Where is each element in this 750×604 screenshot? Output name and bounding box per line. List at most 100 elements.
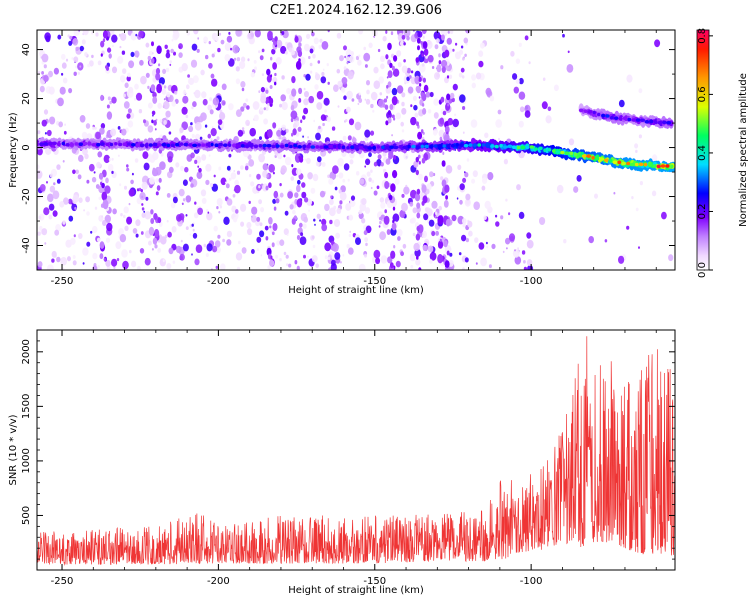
noise-blob: [185, 114, 189, 119]
noise-blob: [339, 191, 347, 201]
noise-blob: [514, 249, 516, 252]
noise-blob: [364, 207, 371, 214]
ridge-core-blob: [649, 119, 654, 124]
noise-blob: [313, 218, 316, 222]
noise-blob: [218, 210, 221, 214]
noise-blob: [347, 178, 350, 182]
noise-blob: [467, 220, 473, 228]
noise-blob: [68, 215, 74, 222]
noise-blob: [380, 63, 385, 70]
noise-blob: [185, 214, 188, 217]
noise-blob: [366, 171, 371, 177]
ridge-core-blob: [279, 144, 285, 149]
noise-blob: [378, 99, 385, 108]
noise-streak-blob: [291, 88, 297, 97]
noise-blob: [126, 216, 133, 225]
noise-blob: [368, 152, 372, 158]
noise-blob: [39, 184, 46, 192]
ridge-core-blob: [130, 143, 136, 147]
noise-blob: [135, 233, 139, 238]
noise-blob: [364, 98, 367, 101]
noise-blob: [256, 216, 261, 222]
noise-streak-blob: [436, 64, 442, 73]
ridge-core-blob: [494, 144, 499, 149]
noise-blob: [82, 30, 89, 36]
noise-blob: [152, 151, 159, 161]
noise-blob: [47, 30, 52, 33]
noise-blob: [235, 78, 241, 85]
noise-streak-blob: [446, 93, 451, 101]
noise-blob: [465, 30, 471, 34]
noise-streak-blob: [391, 222, 397, 231]
noise-blob: [196, 171, 203, 179]
noise-blob: [478, 50, 484, 57]
noise-blob: [417, 31, 423, 38]
noise-blob: [230, 172, 237, 180]
noise-blob: [426, 208, 433, 217]
ridge-core-blob: [618, 117, 623, 121]
noise-blob: [202, 98, 208, 106]
noise-blob: [410, 104, 413, 108]
noise-blob: [638, 246, 640, 249]
noise-blob: [208, 62, 213, 69]
noise-blob: [333, 84, 339, 92]
noise-blob: [46, 181, 48, 184]
ridge-core-blob: [65, 143, 70, 147]
noise-blob: [364, 64, 368, 68]
noise-blob: [315, 132, 321, 141]
noise-blob: [181, 202, 184, 206]
noise-blob: [431, 66, 435, 69]
noise-blob: [204, 124, 208, 128]
noise-blob: [37, 231, 41, 236]
noise-blob: [562, 33, 565, 38]
noise-blob: [368, 177, 372, 182]
noise-blob: [91, 31, 94, 35]
noise-streak-blob: [151, 41, 154, 47]
noise-blob: [457, 164, 462, 170]
noise-blob: [72, 194, 79, 203]
noise-blob: [495, 221, 500, 227]
noise-blob: [434, 215, 437, 218]
noise-blob: [38, 196, 41, 200]
noise-blob: [280, 45, 287, 54]
noise-blob: [321, 223, 328, 232]
noise-blob: [51, 250, 57, 258]
ridge-core-blob: [543, 148, 547, 153]
noise-blob: [661, 211, 667, 220]
noise-blob: [503, 158, 508, 165]
noise-blob: [460, 45, 464, 49]
noise-blob: [425, 91, 431, 98]
noise-blob: [208, 41, 211, 45]
noise-blob: [297, 126, 302, 132]
noise-blob: [321, 162, 326, 167]
noise-blob: [298, 42, 302, 47]
noise-blob: [107, 47, 112, 53]
noise-streak-blob: [106, 66, 109, 71]
noise-blob: [342, 254, 345, 257]
noise-blob: [258, 153, 265, 163]
noise-blob: [319, 190, 326, 198]
noise-blob: [604, 239, 608, 243]
ridge-core-blob: [139, 143, 145, 147]
ridge-core-blob: [639, 118, 646, 122]
noise-blob: [200, 189, 207, 197]
ridge-core-blob: [603, 158, 609, 163]
noise-blob: [173, 51, 176, 56]
noise-blob: [462, 223, 466, 228]
noise-blob: [97, 264, 100, 269]
ridge-core-blob: [520, 145, 526, 150]
noise-blob: [193, 30, 199, 35]
noise-blob: [240, 221, 245, 227]
noise-blob: [147, 55, 151, 61]
noise-blob: [316, 90, 324, 100]
noise-blob: [341, 87, 346, 93]
ridge-core-blob: [415, 145, 421, 149]
ridge-core-blob: [463, 143, 469, 148]
noise-blob: [379, 197, 385, 203]
noise-blob: [43, 64, 47, 69]
noise-blob: [515, 58, 521, 64]
noise-blob: [488, 264, 492, 269]
noise-blob: [194, 89, 201, 99]
noise-blob: [418, 96, 421, 99]
noise-blob: [370, 91, 378, 101]
